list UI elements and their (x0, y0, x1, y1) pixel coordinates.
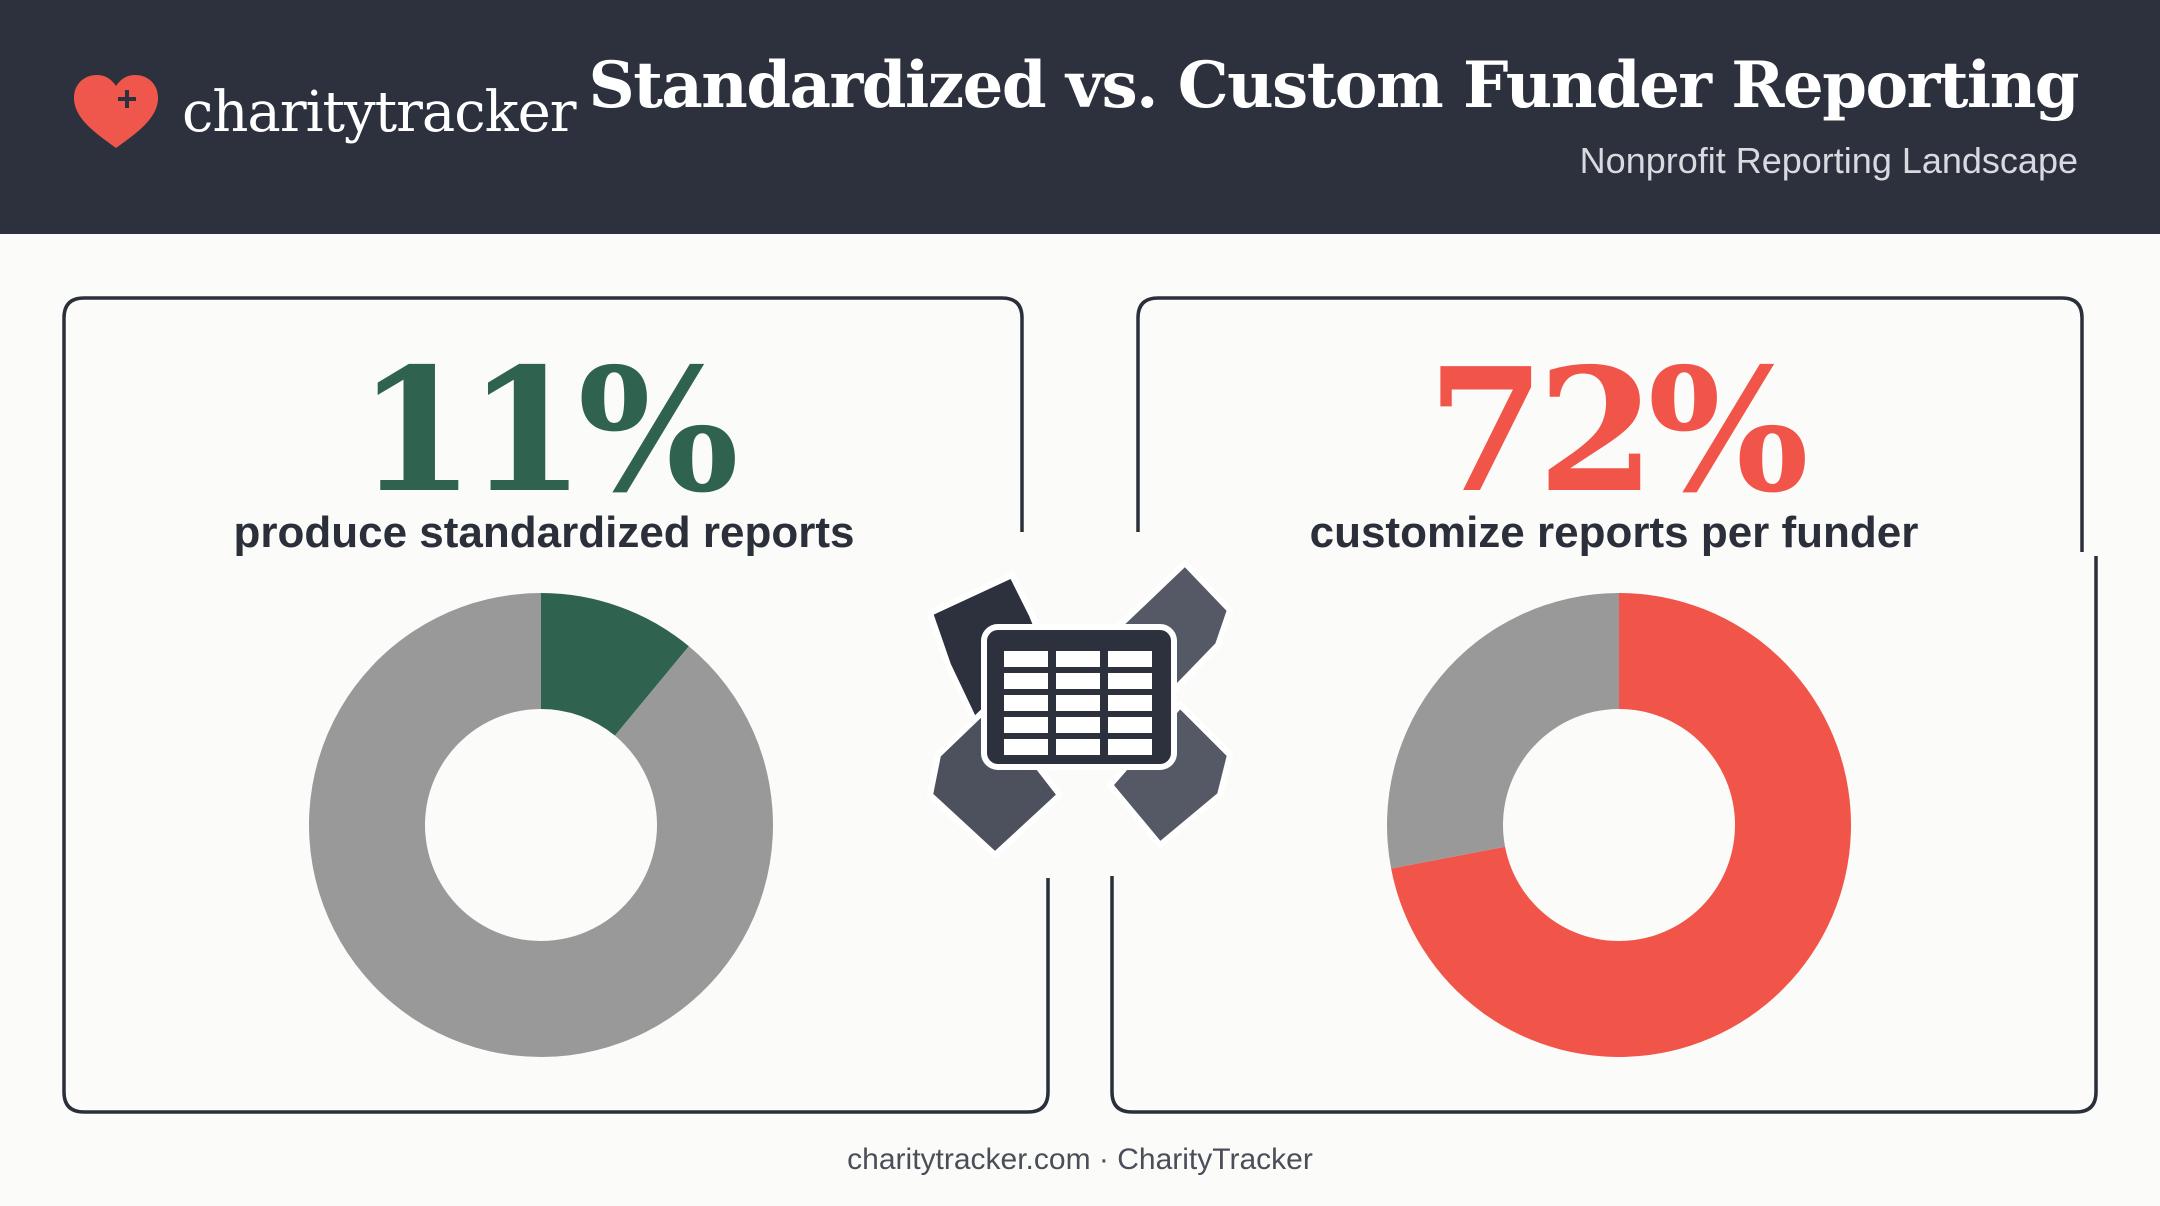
page-header: charitytracker Standardized vs. Custom F… (0, 0, 2160, 234)
stat-standardized-caption: produce standardized reports (233, 508, 855, 557)
donut-slice-highlight (1391, 593, 1851, 1057)
brand-logo[interactable]: charitytracker (70, 72, 577, 152)
spreadsheet-cell (1056, 717, 1100, 733)
spreadsheet-documents-icon (927, 560, 1233, 858)
donut-chart-standardized (308, 593, 773, 1057)
spreadsheet-cell (1004, 673, 1048, 689)
donut-chart-custom (1387, 593, 1851, 1057)
spreadsheet-cell (1108, 673, 1152, 689)
heart-plus-icon (74, 75, 158, 148)
spreadsheet-cell (1056, 673, 1100, 689)
spreadsheet-cell (1056, 651, 1100, 667)
spreadsheet-cell (1108, 717, 1152, 733)
spreadsheet-cell (1108, 695, 1152, 711)
donut-slice-remainder (308, 593, 773, 1057)
spreadsheet-cell (1004, 695, 1048, 711)
donut-slice-remainder (1387, 593, 1619, 869)
spreadsheet-cells (1004, 651, 1152, 755)
spreadsheet-cell (1108, 651, 1152, 667)
footer-credit: charitytracker.com · CharityTracker (847, 1143, 1313, 1176)
page-title: Standardized vs. Custom Funder Reporting (588, 48, 2080, 123)
stat-custom-caption: customize reports per funder (1309, 508, 1919, 557)
stat-custom-percent: 72% (1426, 331, 1809, 531)
spreadsheet-cell (1004, 717, 1048, 733)
stat-standardized-percent: 11% (356, 331, 739, 531)
spreadsheet-cell (1056, 695, 1100, 711)
brand-name: charitytracker (182, 79, 577, 145)
spreadsheet-cell (1056, 739, 1100, 755)
spreadsheet-cell (1108, 739, 1152, 755)
page-subtitle: Nonprofit Reporting Landscape (1579, 140, 2078, 181)
spreadsheet-cell (1004, 739, 1048, 755)
donut-slice-highlight (541, 593, 689, 736)
spreadsheet-cell (1004, 651, 1048, 667)
